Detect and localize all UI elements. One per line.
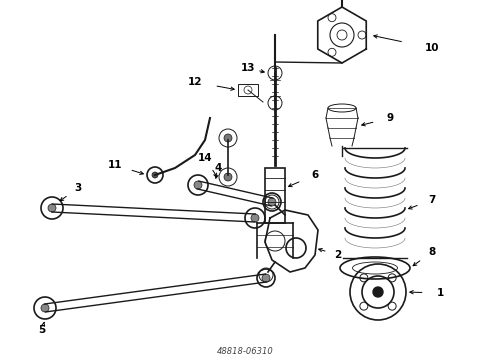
Circle shape [373, 287, 383, 297]
Circle shape [224, 134, 232, 142]
Text: 8: 8 [428, 247, 436, 257]
Text: 6: 6 [311, 170, 318, 180]
Circle shape [268, 198, 276, 206]
Text: 5: 5 [38, 325, 46, 335]
Text: 3: 3 [74, 183, 82, 193]
Text: 11: 11 [108, 160, 122, 170]
Text: 2: 2 [334, 250, 342, 260]
Circle shape [41, 304, 49, 312]
Circle shape [48, 204, 56, 212]
Text: 9: 9 [387, 113, 393, 123]
Text: 14: 14 [197, 153, 212, 163]
Text: 13: 13 [241, 63, 255, 73]
Circle shape [194, 181, 202, 189]
Circle shape [262, 274, 270, 282]
Circle shape [152, 172, 158, 178]
Text: 7: 7 [428, 195, 436, 205]
Text: 4: 4 [214, 163, 221, 173]
Text: 10: 10 [425, 43, 439, 53]
Circle shape [251, 214, 259, 222]
Circle shape [224, 173, 232, 181]
Bar [238, 84, 258, 96]
Text: 48818-06310: 48818-06310 [217, 347, 273, 356]
Text: 12: 12 [188, 77, 202, 87]
Bar [265, 168, 285, 223]
Text: 1: 1 [437, 288, 443, 298]
